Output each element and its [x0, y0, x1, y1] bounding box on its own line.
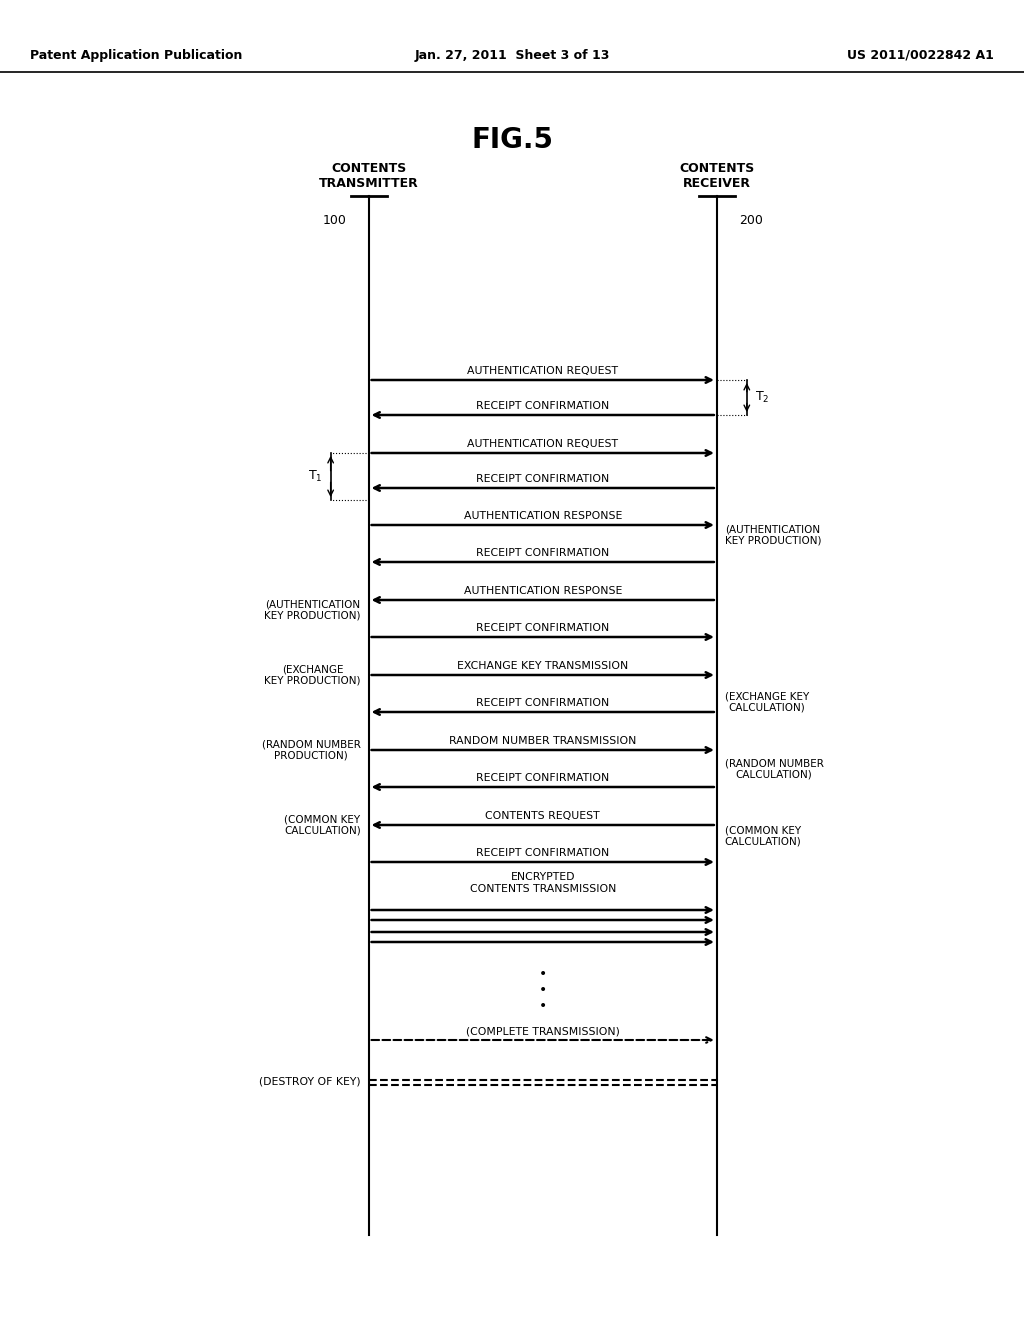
Text: T$_2$: T$_2$ — [755, 389, 769, 405]
Text: EXCHANGE KEY TRANSMISSION: EXCHANGE KEY TRANSMISSION — [457, 661, 629, 671]
Text: (COMMON KEY
CALCULATION): (COMMON KEY CALCULATION) — [725, 825, 802, 847]
Text: (DESTROY OF KEY): (DESTROY OF KEY) — [259, 1077, 360, 1086]
Text: (RANDOM NUMBER
CALCULATION): (RANDOM NUMBER CALCULATION) — [725, 758, 823, 780]
Text: (EXCHANGE KEY
CALCULATION): (EXCHANGE KEY CALCULATION) — [725, 692, 809, 713]
Text: RANDOM NUMBER TRANSMISSION: RANDOM NUMBER TRANSMISSION — [450, 737, 636, 746]
Text: Jan. 27, 2011  Sheet 3 of 13: Jan. 27, 2011 Sheet 3 of 13 — [415, 49, 609, 62]
Text: AUTHENTICATION RESPONSE: AUTHENTICATION RESPONSE — [464, 511, 622, 521]
Text: •
•
•: • • • — [539, 966, 547, 1014]
Text: 100: 100 — [323, 214, 347, 227]
Text: (EXCHANGE
KEY PRODUCTION): (EXCHANGE KEY PRODUCTION) — [264, 664, 360, 686]
Text: FIG.5: FIG.5 — [471, 125, 553, 154]
Text: ENCRYPTED
CONTENTS TRANSMISSION: ENCRYPTED CONTENTS TRANSMISSION — [470, 873, 615, 894]
Text: RECEIPT CONFIRMATION: RECEIPT CONFIRMATION — [476, 847, 609, 858]
Text: (RANDOM NUMBER
PRODUCTION): (RANDOM NUMBER PRODUCTION) — [262, 739, 360, 760]
Text: RECEIPT CONFIRMATION: RECEIPT CONFIRMATION — [476, 548, 609, 558]
Text: (AUTHENTICATION
KEY PRODUCTION): (AUTHENTICATION KEY PRODUCTION) — [725, 524, 821, 545]
Text: Patent Application Publication: Patent Application Publication — [30, 49, 243, 62]
Text: RECEIPT CONFIRMATION: RECEIPT CONFIRMATION — [476, 623, 609, 634]
Text: US 2011/0022842 A1: US 2011/0022842 A1 — [847, 49, 994, 62]
Text: CONTENTS
RECEIVER: CONTENTS RECEIVER — [679, 162, 755, 190]
Text: CONTENTS
TRANSMITTER: CONTENTS TRANSMITTER — [318, 162, 419, 190]
Text: (COMMON KEY
CALCULATION): (COMMON KEY CALCULATION) — [284, 814, 360, 836]
Text: 200: 200 — [738, 214, 763, 227]
Text: RECEIPT CONFIRMATION: RECEIPT CONFIRMATION — [476, 774, 609, 783]
Text: RECEIPT CONFIRMATION: RECEIPT CONFIRMATION — [476, 698, 609, 708]
Text: (COMPLETE TRANSMISSION): (COMPLETE TRANSMISSION) — [466, 1026, 620, 1036]
Text: AUTHENTICATION REQUEST: AUTHENTICATION REQUEST — [467, 366, 618, 376]
Text: T$_1$: T$_1$ — [308, 469, 323, 484]
Text: RECEIPT CONFIRMATION: RECEIPT CONFIRMATION — [476, 401, 609, 411]
Text: CONTENTS REQUEST: CONTENTS REQUEST — [485, 810, 600, 821]
Text: AUTHENTICATION RESPONSE: AUTHENTICATION RESPONSE — [464, 586, 622, 597]
Text: AUTHENTICATION REQUEST: AUTHENTICATION REQUEST — [467, 440, 618, 449]
Text: (AUTHENTICATION
KEY PRODUCTION): (AUTHENTICATION KEY PRODUCTION) — [264, 599, 360, 620]
Text: RECEIPT CONFIRMATION: RECEIPT CONFIRMATION — [476, 474, 609, 484]
